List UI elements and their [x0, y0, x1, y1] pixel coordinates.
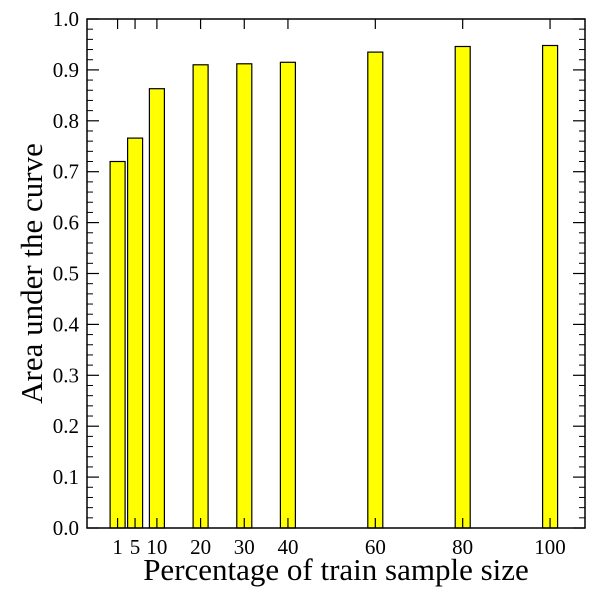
bar-40: [279, 61, 296, 529]
ticks-group: [87, 18, 585, 529]
bar-1: [109, 160, 126, 529]
x-tick-label: 80: [452, 535, 473, 559]
y-tick-label: 0.9: [53, 58, 79, 82]
y-tick-label: 0.0: [53, 516, 79, 540]
x-tick-label: 30: [234, 535, 255, 559]
bar-30: [236, 63, 253, 529]
x-tick-label: 10: [146, 535, 167, 559]
y-tick-label: 0.7: [53, 160, 79, 184]
x-tick-label: 100: [534, 535, 566, 559]
bar-20: [192, 64, 209, 529]
y-axis-title: Area under the curve: [14, 143, 49, 404]
x-axis-title: Percentage of train sample size: [143, 552, 529, 587]
bar-80: [454, 45, 471, 529]
x-tick-label: 1: [112, 535, 123, 559]
y-tick-label: 0.1: [53, 465, 79, 489]
bar-60: [367, 51, 384, 529]
y-tick-label: 1.0: [53, 7, 79, 31]
y-tick-label: 0.2: [53, 414, 79, 438]
x-tick-label: 60: [365, 535, 386, 559]
y-tick-label: 0.6: [53, 211, 79, 235]
bar-5: [126, 137, 144, 529]
bar-10: [148, 88, 165, 529]
y-tick-label: 0.8: [53, 109, 79, 133]
y-tick-label: 0.4: [53, 312, 80, 336]
bar-100: [541, 44, 559, 529]
y-tick-label: 0.3: [53, 363, 79, 387]
x-tick-label: 20: [190, 535, 211, 559]
x-tick-label: 5: [130, 535, 141, 559]
y-tick-label: 0.5: [53, 262, 79, 286]
tick-labels-group: 0.0 0.1 0.2 0.3 0.4 0.5 0.6 0.7 0.8 0.9 1.0 1 5 10 20 3…: [53, 7, 566, 559]
x-tick-label: 40: [277, 535, 298, 559]
bars-group: [109, 44, 559, 529]
